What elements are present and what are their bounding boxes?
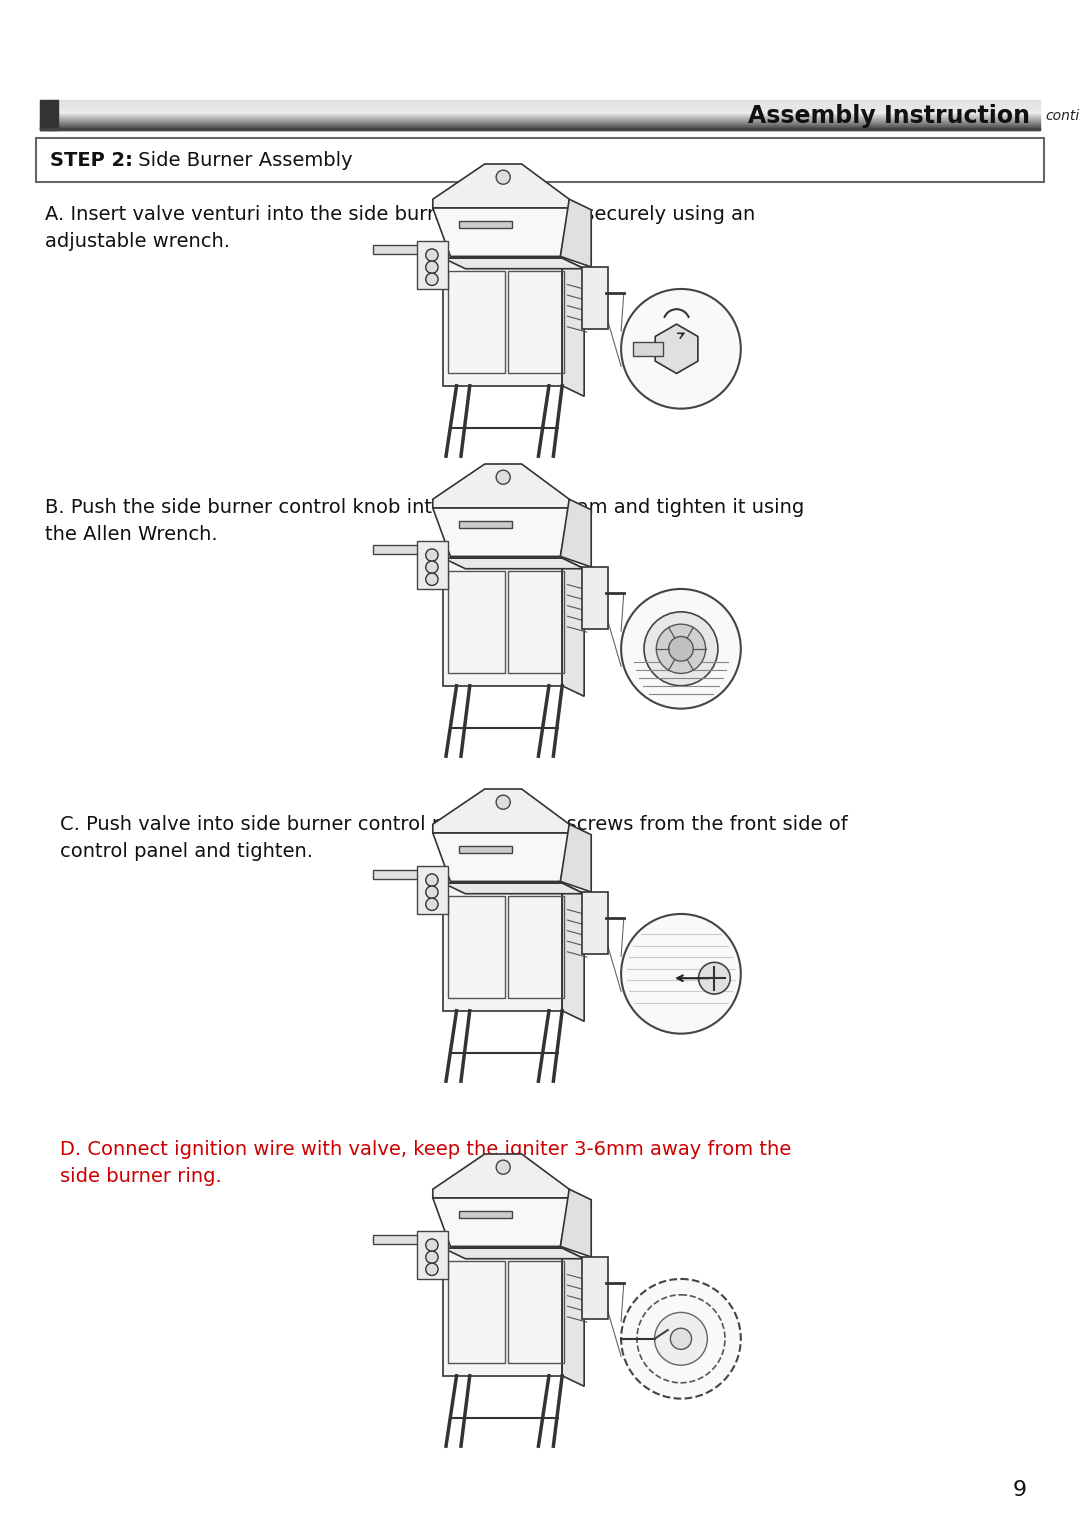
Circle shape	[621, 914, 741, 1033]
Circle shape	[426, 887, 438, 899]
Circle shape	[496, 1160, 510, 1173]
Circle shape	[621, 589, 741, 708]
Polygon shape	[373, 246, 421, 253]
Circle shape	[644, 612, 718, 685]
Polygon shape	[433, 163, 569, 208]
Circle shape	[699, 963, 730, 993]
Bar	[633, 342, 663, 356]
Circle shape	[426, 273, 438, 285]
Polygon shape	[444, 258, 584, 269]
Text: continued: continued	[1045, 108, 1080, 124]
Bar	[581, 267, 608, 328]
Bar	[581, 568, 608, 629]
Polygon shape	[563, 258, 584, 397]
Bar	[509, 571, 564, 673]
Circle shape	[496, 171, 510, 185]
Polygon shape	[561, 824, 591, 893]
Bar	[444, 884, 563, 1010]
Bar	[448, 896, 504, 998]
Polygon shape	[433, 1154, 569, 1198]
Circle shape	[657, 624, 705, 673]
Bar	[459, 522, 512, 528]
Circle shape	[496, 795, 510, 809]
Circle shape	[426, 249, 438, 261]
Text: B. Push the side burner control knob into the valve steam and tighten it using
t: B. Push the side burner control knob int…	[45, 497, 805, 545]
Bar	[448, 272, 504, 372]
Bar	[581, 1257, 608, 1318]
Circle shape	[654, 1312, 707, 1366]
Circle shape	[426, 549, 438, 562]
Polygon shape	[433, 1198, 569, 1247]
Polygon shape	[656, 324, 698, 374]
Polygon shape	[561, 499, 591, 568]
Text: Assembly Instruction: Assembly Instruction	[748, 104, 1030, 128]
Polygon shape	[563, 884, 584, 1021]
Circle shape	[426, 1251, 438, 1264]
Bar	[36, 137, 1044, 182]
Text: A. Insert valve venturi into the side burner and tighten securely using an
adjus: A. Insert valve venturi into the side bu…	[45, 204, 755, 252]
Polygon shape	[561, 200, 591, 267]
Polygon shape	[563, 559, 584, 696]
Bar	[417, 1230, 448, 1279]
Bar	[417, 241, 448, 288]
Polygon shape	[433, 789, 569, 833]
Text: 9: 9	[1013, 1480, 1027, 1500]
Circle shape	[426, 574, 438, 586]
Bar	[417, 865, 448, 914]
Circle shape	[426, 261, 438, 273]
Bar	[509, 896, 564, 998]
Bar	[444, 559, 563, 685]
Circle shape	[426, 1264, 438, 1276]
Bar	[459, 221, 512, 229]
Polygon shape	[561, 1189, 591, 1257]
Polygon shape	[433, 833, 569, 882]
Bar	[448, 1262, 504, 1363]
Circle shape	[671, 1328, 691, 1349]
Polygon shape	[373, 870, 421, 879]
Polygon shape	[563, 1248, 584, 1386]
Bar	[459, 847, 512, 853]
Bar	[581, 893, 608, 954]
Text: D. Connect ignition wire with valve, keep the igniter 3-6mm away from the
side b: D. Connect ignition wire with valve, kee…	[60, 1140, 792, 1186]
Bar	[509, 272, 564, 372]
Bar	[459, 1212, 512, 1218]
Circle shape	[426, 562, 438, 574]
Bar	[40, 101, 58, 130]
Circle shape	[669, 636, 693, 661]
Polygon shape	[444, 559, 584, 569]
Circle shape	[621, 1279, 741, 1399]
Polygon shape	[433, 464, 569, 508]
Circle shape	[496, 470, 510, 484]
Circle shape	[426, 874, 438, 887]
Bar	[444, 1248, 563, 1376]
Polygon shape	[373, 1235, 421, 1244]
Text: STEP 2:: STEP 2:	[50, 151, 133, 169]
Polygon shape	[444, 884, 584, 894]
Text: Side Burner Assembly: Side Burner Assembly	[132, 151, 353, 169]
Circle shape	[426, 899, 438, 911]
Bar	[509, 1262, 564, 1363]
Bar	[444, 258, 563, 386]
Bar	[40, 128, 1040, 130]
Polygon shape	[433, 208, 569, 256]
Text: C. Push valve into side burner control panel.  Insert screws from the front side: C. Push valve into side burner control p…	[60, 815, 848, 861]
Polygon shape	[444, 1248, 584, 1259]
Bar	[417, 540, 448, 589]
Bar	[448, 571, 504, 673]
Circle shape	[621, 288, 741, 409]
Polygon shape	[433, 508, 569, 557]
Polygon shape	[373, 545, 421, 554]
Circle shape	[426, 1239, 438, 1251]
